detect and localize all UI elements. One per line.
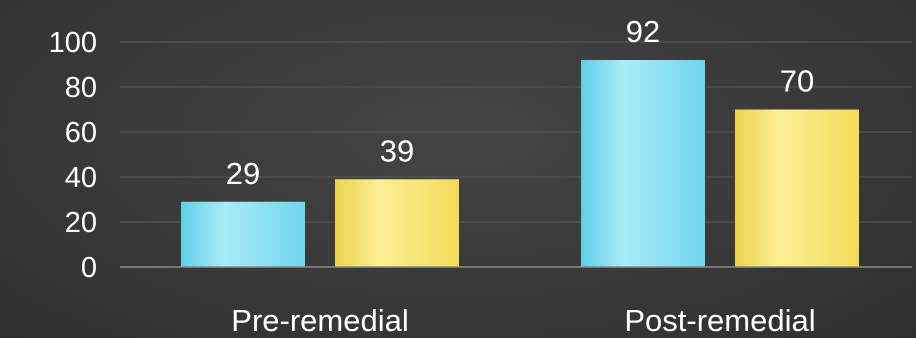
y-tick-label: 60 xyxy=(65,117,97,149)
data-label: 39 xyxy=(380,133,414,168)
bars xyxy=(181,60,859,267)
y-tick-label: 40 xyxy=(65,162,97,194)
bar-post-remedial-series-1 xyxy=(581,60,705,267)
category-label: Pre-remedial xyxy=(231,303,408,338)
bar-post-remedial-series-2 xyxy=(735,109,859,267)
bar-pre-remedial-series-2 xyxy=(335,179,459,267)
data-label: 70 xyxy=(780,64,814,99)
bar-pre-remedial-series-1 xyxy=(181,201,305,267)
data-labels: 29 39 92 70 xyxy=(226,14,814,191)
y-tick-label: 100 xyxy=(49,27,97,59)
y-tick-label: 0 xyxy=(81,252,97,284)
category-label: Post-remedial xyxy=(624,303,815,338)
data-label: 92 xyxy=(626,14,660,49)
y-tick-label: 20 xyxy=(65,207,97,239)
y-axis-ticks: 0 20 40 60 80 100 xyxy=(49,27,97,284)
x-axis-categories: Pre-remedial Post-remedial xyxy=(231,303,815,338)
y-tick-label: 80 xyxy=(65,72,97,104)
data-label: 29 xyxy=(226,156,260,191)
